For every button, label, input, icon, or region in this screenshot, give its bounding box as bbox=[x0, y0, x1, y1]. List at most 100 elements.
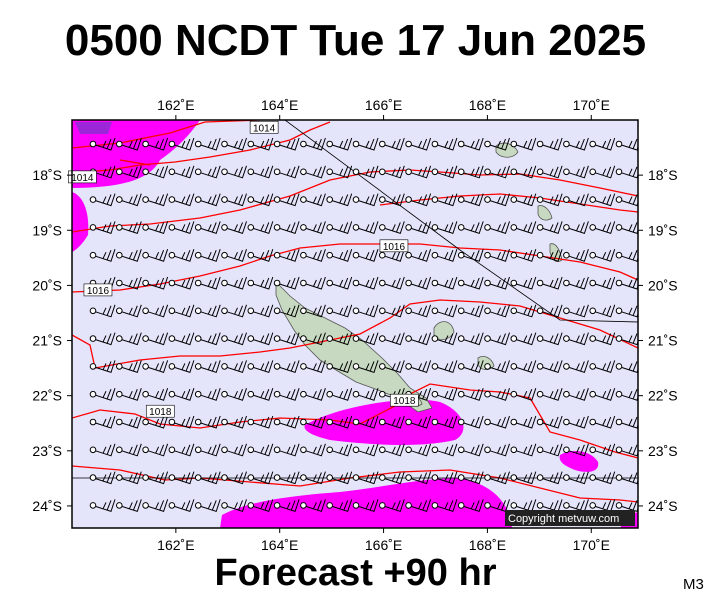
wind-barb-shaft bbox=[621, 277, 638, 290]
wind-barb-station bbox=[510, 279, 518, 287]
lat-tick-label-left: 22˚S bbox=[32, 388, 62, 404]
wind-barb-station bbox=[326, 418, 334, 426]
wind-barb-shaft bbox=[147, 415, 169, 429]
wind-barb-shaft bbox=[463, 471, 484, 485]
wind-barb bbox=[221, 276, 247, 290]
wind-barb bbox=[89, 443, 116, 457]
wind-barb-shaft bbox=[279, 276, 300, 290]
wind-barb bbox=[484, 360, 510, 374]
wind-barb-shaft bbox=[121, 388, 142, 401]
wind-barb-station bbox=[510, 474, 518, 481]
wind-barb bbox=[457, 249, 484, 262]
wind-barb-station bbox=[352, 196, 360, 203]
wind-barb-station bbox=[352, 418, 360, 426]
wind-barb-station bbox=[563, 335, 570, 342]
wind-barb bbox=[326, 360, 353, 374]
wind-barb-shaft bbox=[384, 137, 405, 151]
lat-tick-label-right: 23˚S bbox=[648, 443, 678, 459]
isobar-label-text: 1014 bbox=[71, 173, 94, 184]
wind-barb-station bbox=[536, 196, 544, 203]
wind-barb bbox=[378, 443, 405, 457]
wind-barb-shaft bbox=[121, 332, 142, 346]
wind-barb-shaft bbox=[384, 304, 405, 318]
wind-barb bbox=[536, 443, 563, 457]
wind-barb bbox=[589, 443, 616, 457]
wind-barb-station bbox=[326, 474, 334, 481]
wind-barb bbox=[431, 471, 458, 485]
wind-barb bbox=[484, 415, 510, 429]
wind-barb-shaft bbox=[200, 360, 221, 374]
wind-barb-station bbox=[378, 335, 386, 342]
wind-barb-station bbox=[142, 363, 149, 370]
wind-barb bbox=[378, 137, 405, 151]
wind-barb-station bbox=[405, 279, 412, 287]
wind-barb-station bbox=[326, 196, 334, 203]
ocean-background bbox=[72, 120, 638, 528]
wind-barb bbox=[378, 193, 405, 207]
wind-barb-station bbox=[273, 502, 281, 509]
wind-barb bbox=[168, 360, 195, 374]
wind-barb-shaft bbox=[568, 193, 589, 207]
wind-barb-station bbox=[431, 502, 439, 509]
wind-barb-shaft bbox=[568, 249, 589, 262]
wind-barb bbox=[142, 360, 169, 374]
wind-barb-station bbox=[615, 279, 623, 287]
wind-barb-station bbox=[168, 363, 176, 370]
wind-barb-shaft bbox=[253, 221, 274, 235]
wind-barb-station bbox=[510, 335, 518, 342]
wind-barb bbox=[142, 249, 169, 262]
wind-barb-shaft bbox=[595, 193, 616, 207]
wind-barb bbox=[168, 193, 195, 207]
wind-barb-station bbox=[221, 307, 228, 315]
wind-barb-shaft bbox=[568, 165, 589, 179]
wind-barb bbox=[194, 165, 221, 179]
wind-barb-shaft bbox=[595, 276, 616, 290]
wind-barb bbox=[431, 360, 458, 374]
wind-barb bbox=[536, 276, 563, 290]
wind-barb-shaft bbox=[595, 332, 616, 346]
wind-barb bbox=[194, 415, 221, 429]
wind-barb bbox=[457, 165, 484, 179]
wind-barb bbox=[510, 137, 537, 151]
wind-barb-shaft bbox=[410, 137, 432, 151]
wind-barb-station bbox=[89, 196, 97, 203]
wind-barb-station bbox=[378, 474, 386, 481]
wind-barb-shaft bbox=[437, 332, 458, 346]
wind-barb-shaft bbox=[621, 138, 638, 151]
wind-barb-shaft bbox=[595, 249, 616, 262]
wind-barb-shaft bbox=[437, 415, 458, 429]
wind-barb bbox=[510, 443, 537, 457]
wind-barb-shaft bbox=[358, 276, 379, 290]
wind-barb-station bbox=[405, 363, 412, 370]
wind-barb bbox=[615, 305, 638, 318]
wind-barb-station bbox=[589, 446, 597, 454]
wind-barb-shaft bbox=[332, 221, 353, 235]
wind-barb bbox=[300, 443, 326, 457]
wind-barb-shaft bbox=[542, 304, 563, 318]
wind-barb bbox=[563, 165, 589, 179]
wind-barb bbox=[615, 416, 638, 429]
wind-barb-station bbox=[142, 251, 149, 259]
wind-barb-shaft bbox=[410, 165, 432, 179]
wind-barb-station bbox=[168, 502, 176, 509]
wind-barb-shaft bbox=[542, 249, 563, 262]
wind-barb-station bbox=[300, 418, 307, 426]
wind-barb-station bbox=[484, 140, 491, 148]
wind-barb-shaft bbox=[410, 332, 432, 346]
wind-barb-station bbox=[116, 168, 123, 176]
wind-barb-shaft bbox=[332, 304, 353, 318]
wind-barb-shaft bbox=[121, 443, 142, 457]
wind-barb-shaft bbox=[489, 443, 510, 457]
wind-barb-station bbox=[510, 446, 518, 454]
wind-barb-station bbox=[194, 168, 202, 176]
wind-barb-shaft bbox=[516, 249, 537, 262]
wind-barb bbox=[352, 388, 379, 401]
wind-barb bbox=[300, 193, 326, 207]
wind-barb bbox=[168, 137, 195, 151]
wind-barb-station bbox=[352, 474, 360, 481]
wind-barb bbox=[536, 249, 563, 262]
wind-barb bbox=[221, 221, 247, 235]
wind-barb bbox=[247, 276, 274, 290]
wind-barb-shaft bbox=[595, 443, 616, 457]
wind-barb bbox=[457, 415, 484, 429]
